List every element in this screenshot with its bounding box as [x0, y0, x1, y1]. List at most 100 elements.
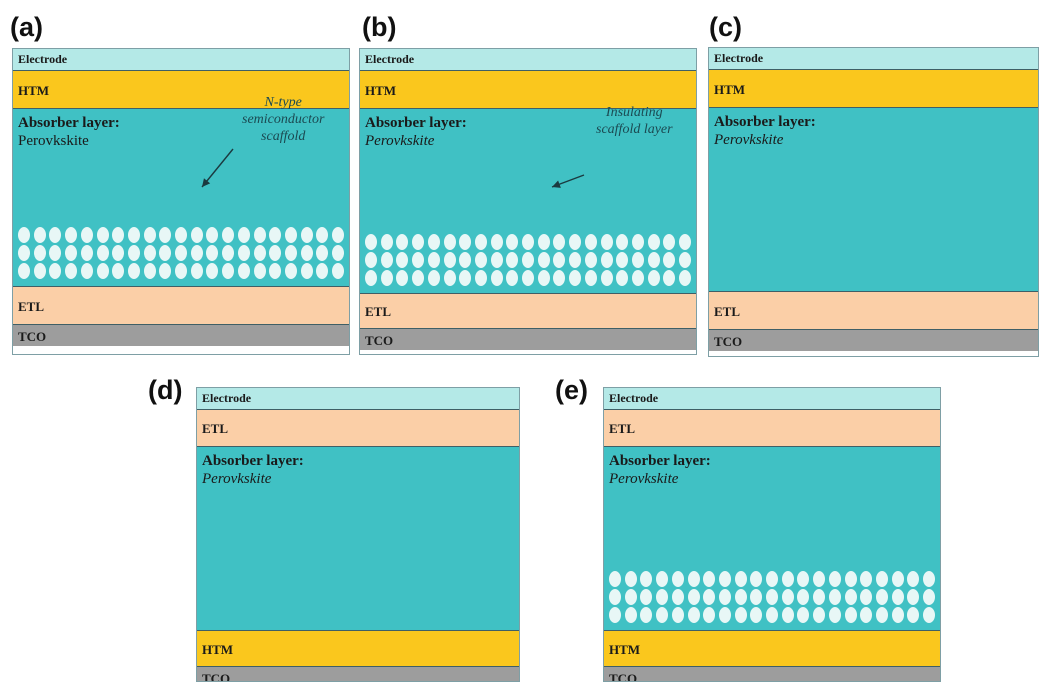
scaffold-particle: [584, 252, 597, 268]
tco-label: TCO: [714, 334, 743, 349]
scaffold-particle: [474, 234, 487, 250]
etl-label: ETL: [609, 421, 636, 436]
scaffold-particle: [616, 252, 629, 268]
tco-label: TCO: [202, 671, 231, 682]
electrode-label: Electrode: [609, 391, 659, 405]
scaffold-particle: [112, 245, 125, 261]
scaffold-particle: [365, 270, 377, 286]
electrode-label: Electrode: [18, 52, 68, 66]
scaffold-particle: [828, 589, 841, 605]
etl-label: ETL: [18, 299, 45, 314]
scaffold-particle: [781, 571, 794, 587]
annotation-arrow-head: [202, 178, 211, 187]
scaffold-particle: [175, 263, 187, 279]
absorber-title: Absorber layer:: [714, 114, 816, 130]
scaffold-particle: [663, 270, 676, 286]
scaffold-particle: [875, 607, 888, 623]
layer-stack-d: Electrode ETL Absorber layer: Perovkskite HT…: [196, 387, 520, 682]
scaffold-particle: [631, 270, 644, 286]
scaffold-particle: [253, 263, 266, 279]
panel-label-b: (b): [362, 12, 397, 42]
tco-layer: TCO: [12, 324, 350, 346]
scaffold-row: [603, 589, 941, 605]
scaffold-particle: [80, 227, 93, 243]
absorber-layer: Absorber layer: Perovkskite: [708, 107, 1039, 291]
etl-layer: ETL: [12, 286, 350, 324]
electrode-layer: Electrode: [359, 48, 697, 70]
scaffold-particle: [600, 270, 613, 286]
absorber-title: Absorber layer:: [18, 115, 120, 131]
scaffold-particle: [474, 252, 487, 268]
scaffold-particle: [65, 227, 78, 243]
htm-layer: HTM: [603, 630, 941, 666]
scaffold-particle: [474, 270, 487, 286]
scaffold-particle: [813, 571, 826, 587]
scaffold-row: [603, 571, 941, 587]
layer-stack-a: Electrode HTM Absorber layer: Perovkskite N-…: [12, 48, 350, 355]
scaffold-particle: [797, 607, 810, 623]
scaffold-particle: [269, 245, 282, 261]
scaffold-particle: [631, 252, 644, 268]
scaffold-particle: [781, 589, 794, 605]
scaffold-particle: [875, 589, 888, 605]
scaffold-particle: [750, 571, 763, 587]
panel-label-a: (a): [10, 12, 43, 42]
scaffold-particle: [616, 234, 629, 250]
scaffold-particle: [33, 245, 46, 261]
scaffold-particle: [687, 607, 700, 623]
annotation-arrow: [201, 148, 234, 188]
scaffold-particle: [112, 227, 125, 243]
annotation-arrow: [551, 174, 585, 188]
scaffold-particle: [624, 607, 637, 623]
etl-label: ETL: [714, 304, 741, 319]
scaffold-particle: [703, 589, 716, 605]
scaffold-particle: [671, 589, 684, 605]
htm-layer: HTM: [359, 70, 697, 108]
scaffold-particle: [766, 571, 778, 587]
electrode-layer: Electrode: [196, 387, 520, 409]
scaffold-particle: [222, 227, 235, 243]
scaffold-particle: [190, 227, 203, 243]
scaffold-particle: [490, 252, 503, 268]
scaffold-particle: [860, 589, 873, 605]
scaffold-particle: [781, 607, 794, 623]
scaffold-particle: [923, 589, 935, 605]
tco-layer: TCO: [603, 666, 941, 682]
scaffold-particle: [553, 252, 566, 268]
scaffold-particle: [647, 270, 660, 286]
scaffold-particle: [679, 234, 691, 250]
scaffold-particle: [96, 227, 109, 243]
scaffold-particle: [253, 245, 266, 261]
scaffold-particle: [316, 245, 329, 261]
scaffold-particle: [828, 571, 841, 587]
scaffold-particle: [127, 263, 140, 279]
absorber-material: Perovkskite: [714, 132, 784, 148]
scaffold-particle: [656, 589, 669, 605]
scaffold-particle: [522, 270, 534, 286]
scaffold-particle: [718, 571, 731, 587]
scaffold-row: [12, 263, 350, 279]
scaffold-particle: [663, 234, 676, 250]
scaffold-particle: [127, 245, 140, 261]
scaffold-particle: [923, 571, 935, 587]
scaffold-particle: [734, 571, 747, 587]
scaffold-particle: [253, 227, 266, 243]
scaffold-particle: [671, 571, 684, 587]
scaffold-particle: [750, 607, 763, 623]
scaffold-particle: [506, 234, 519, 250]
scaffold-particle: [490, 234, 503, 250]
scaffold-particle: [143, 245, 156, 261]
scaffold-particle: [80, 245, 93, 261]
scaffold-particle: [687, 571, 700, 587]
scaffold-particle: [640, 589, 653, 605]
layer-stack-b: Electrode HTM Absorber layer: Perovkskite In…: [359, 48, 697, 355]
etl-layer: ETL: [603, 409, 941, 446]
scaffold-particle: [269, 227, 282, 243]
scaffold-particle: [584, 234, 597, 250]
tco-layer: TCO: [708, 329, 1039, 351]
absorber-layer: Absorber layer: Perovkskite Insulating sca…: [359, 105, 697, 293]
scaffold-particle: [844, 571, 857, 587]
etl-label: ETL: [365, 304, 392, 319]
scaffold-particle: [718, 607, 731, 623]
scaffold-particle: [569, 270, 582, 286]
